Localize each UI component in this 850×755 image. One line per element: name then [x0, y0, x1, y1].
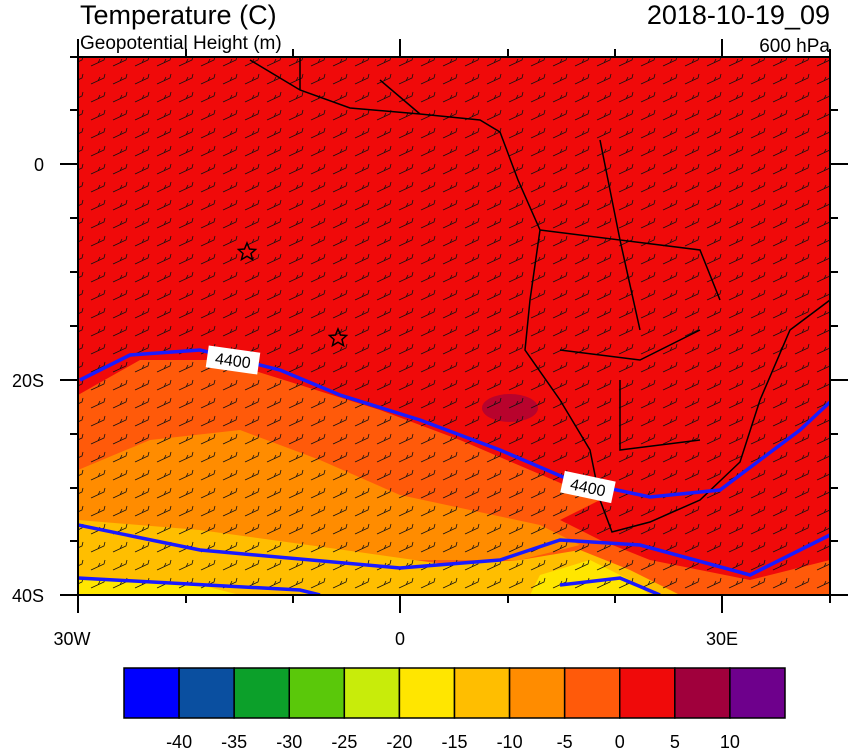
axis-ticks: [60, 39, 848, 613]
contour-label: 4400: [205, 345, 261, 375]
colorbar-label: -25: [331, 732, 357, 750]
colorbar-box: [233, 667, 291, 719]
colorbar-label: -35: [221, 732, 247, 750]
colorbar-label: 10: [720, 732, 740, 750]
colorbar-box: [453, 667, 511, 719]
valid-time: 2018-10-19_09: [647, 0, 830, 30]
level: 600 hPa: [759, 36, 830, 57]
colorbar-label: 5: [670, 732, 680, 750]
colorbar-label: -15: [441, 732, 467, 750]
colorbar-label: -10: [497, 732, 523, 750]
colorbar-box: [288, 667, 346, 719]
lon-label: 30E: [706, 629, 738, 649]
colorbar-box: [674, 667, 731, 719]
lat-label: 40S: [12, 586, 44, 606]
lat-label: 20S: [12, 371, 44, 391]
contour-label: 4400: [560, 470, 616, 504]
colorbar-label: -30: [276, 732, 302, 750]
colorbar-box: [343, 667, 401, 719]
subtitle: Geopotential Height (m): [80, 33, 282, 54]
colorbar-label: -20: [386, 732, 412, 750]
title: Temperature (C): [80, 0, 277, 30]
colorbar-box: [508, 667, 566, 719]
lon-label: 0: [395, 629, 405, 649]
colorbar-box: [123, 667, 180, 719]
lon-label: 30W: [53, 629, 90, 649]
colorbar-box: [563, 667, 621, 719]
map-field: [78, 57, 830, 595]
colorbar-label: -40: [166, 732, 192, 750]
colorbar-label: 0: [615, 732, 625, 750]
contour-label-text: 4400: [214, 351, 252, 373]
colorbar-box: [619, 667, 676, 719]
lat-label: 0: [34, 155, 44, 175]
colorbar-box: [178, 667, 235, 719]
colorbar-box: [398, 667, 456, 719]
colorbar-label: -5: [557, 732, 573, 750]
colorbar: -40 -35 -30 -25 -20 -15 -10 -5 0 5 10: [123, 667, 786, 752]
colorbar-box: [729, 667, 786, 719]
